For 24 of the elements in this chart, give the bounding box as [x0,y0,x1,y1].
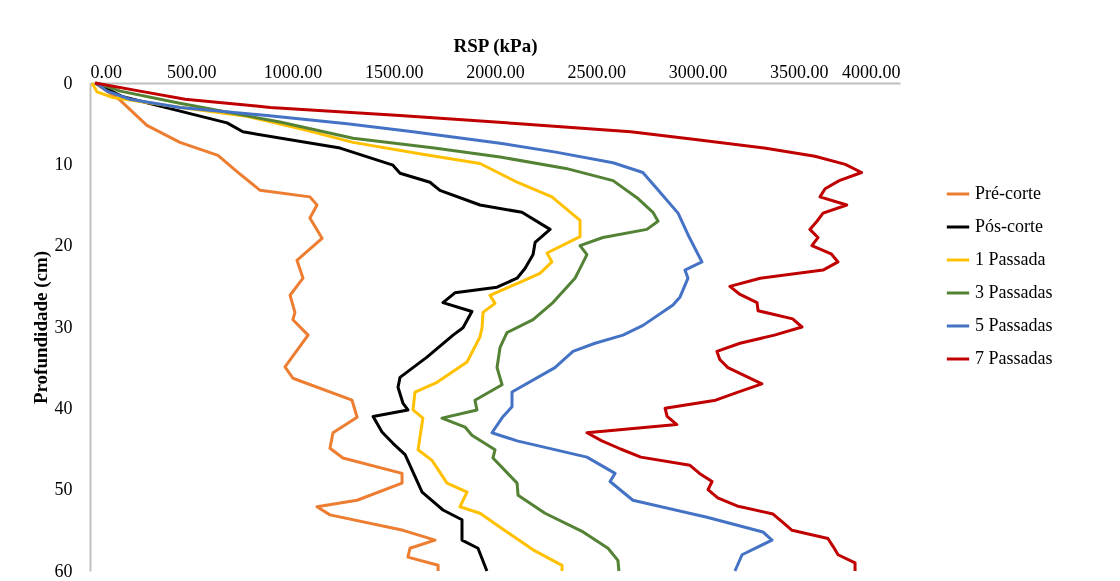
x-tick-label: 1000.00 [263,61,323,82]
y-tick-label: 0 [63,72,73,93]
y-tick-label: 20 [54,235,73,256]
x-tick-label: 3500.00 [770,61,829,82]
x-tick-label: 0.00 [90,61,122,82]
legend-label: Pós-corte [975,216,1043,236]
y-axis-title: Profundidade (cm) [29,250,52,405]
legend-label: Pré-corte [975,183,1041,203]
legend-label: 3 Passadas [975,282,1053,302]
y-tick-label: 40 [54,397,73,418]
legend-label: 7 Passadas [975,348,1053,368]
y-tick-label: 30 [54,316,73,337]
x-tick-label: 3000.00 [668,61,728,82]
x-tick-label: 2500.00 [567,61,626,82]
x-tick-label: 1500.00 [365,61,424,82]
x-tick-label: 2000.00 [466,61,525,82]
x-tick-label: 4000.00 [842,61,901,82]
legend-label: 1 Passada [975,249,1046,269]
x-tick-label: 500.00 [167,61,217,82]
y-tick-label: 10 [54,153,73,174]
y-tick-label: 50 [54,479,73,500]
x-axis-title: RSP (kPa) [453,34,538,57]
legend-label: 5 Passadas [975,315,1053,335]
y-tick-label: 60 [54,560,73,581]
